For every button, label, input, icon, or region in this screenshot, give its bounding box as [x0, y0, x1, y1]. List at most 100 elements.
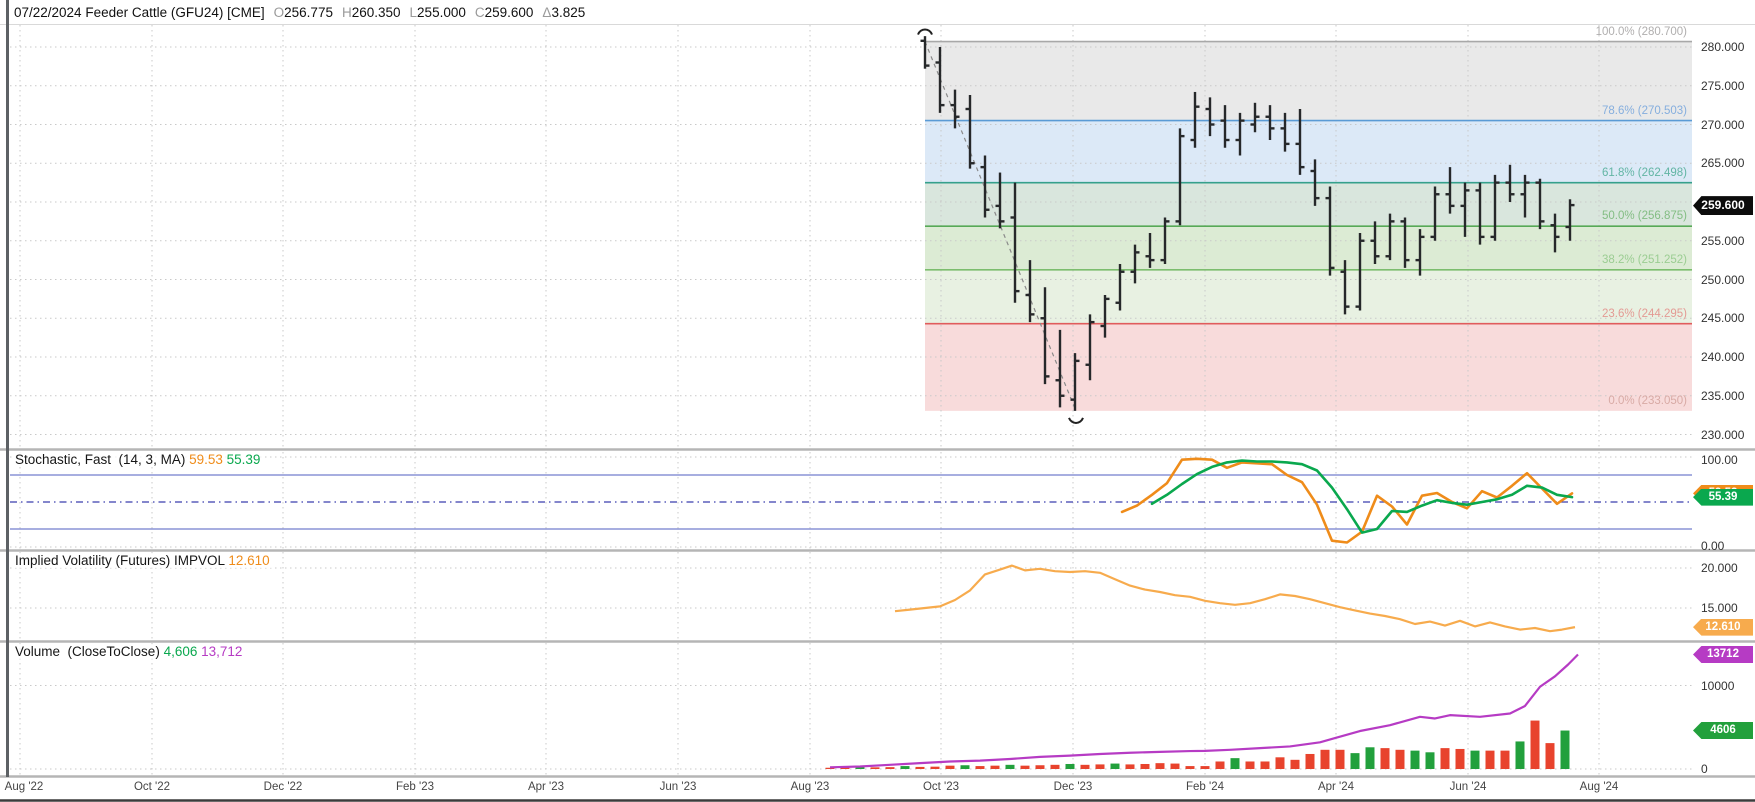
volume-bar: [1275, 757, 1285, 769]
volume-bar: [1410, 750, 1420, 769]
ohlc-bar: [1565, 199, 1575, 241]
close-label: C: [474, 5, 485, 20]
ohlc-bar: [1115, 264, 1125, 311]
fib-anchor-line: [924, 41, 1077, 412]
x-axis-label: Oct '22: [133, 781, 171, 793]
volume-title-text: Volume: [15, 644, 61, 659]
volume-bar: [990, 765, 1000, 769]
ohlc-bar: [1040, 287, 1050, 385]
ohlc-bar: [950, 89, 960, 129]
x-axis-label: Aug '23: [790, 781, 830, 793]
volume-bar: [1185, 766, 1195, 769]
volume-bar: [1440, 748, 1450, 769]
ohlc-bar: [1325, 186, 1335, 276]
volume-bar: [915, 766, 925, 769]
fib-label: 50.0% (256.875): [1601, 210, 1687, 223]
volume-bar: [1080, 764, 1090, 769]
price-axis-label: 250.000: [1701, 272, 1745, 287]
fib-label: 23.6% (244.295): [1601, 307, 1687, 320]
ohlc-bar: [995, 172, 1005, 229]
volume-axis-label: 0: [1701, 762, 1708, 776]
volume-bar: [1335, 749, 1345, 769]
ohlc-bar: [1340, 260, 1350, 315]
ohlc-bar: [1070, 353, 1080, 411]
volume-bar: [1320, 749, 1330, 769]
ohlc-bar: [1460, 182, 1470, 237]
ohlc-bar: [1445, 167, 1455, 214]
ohlc-bar: [1205, 97, 1215, 137]
volume-bar: [1035, 765, 1045, 769]
volume-bar: [1290, 759, 1300, 769]
volume-bar-badge: 4606: [1693, 722, 1753, 740]
implied-volatility-line: [894, 564, 1576, 633]
low-label: L: [409, 5, 418, 20]
ohlc-bar: [1550, 213, 1560, 253]
ohlc-bar: [1415, 229, 1425, 276]
volume-bar: [1095, 764, 1105, 769]
fib-label: 61.8% (262.498): [1601, 166, 1687, 179]
volume-bar: [900, 766, 910, 769]
volume-bar: [1155, 763, 1165, 769]
high-value: 260.350: [351, 5, 401, 20]
fib-label: 0.0% (233.050): [1608, 394, 1687, 407]
ohlc-bar: [1400, 217, 1410, 268]
volume-bar: [1560, 730, 1570, 769]
volume-bar: [960, 765, 970, 769]
volume-line-badge: 13712: [1693, 646, 1753, 663]
price-axis-label: 230.000: [1701, 427, 1745, 442]
stochastic-ma-value: 55.39: [226, 452, 261, 467]
volume-bar: [1245, 761, 1255, 769]
quote-header: 07/22/2024 Feeder Cattle (GFU24) [CME] O2…: [14, 5, 585, 20]
volume-bar: [1485, 750, 1495, 769]
x-axis-label: Dec '23: [1053, 781, 1093, 793]
x-axis-label: Jun '24: [1449, 781, 1487, 793]
x-axis-label: Feb '23: [396, 781, 434, 793]
x-axis-label: Feb '24: [1186, 781, 1224, 793]
volume-bar: [1140, 763, 1150, 769]
volume-bar: [855, 766, 865, 769]
price-axis-label: 240.000: [1701, 350, 1745, 364]
volume-bar: [870, 767, 880, 769]
volume-bar: [840, 767, 850, 769]
volume-line-value: 13,712: [201, 644, 243, 659]
change-value: 3.825: [551, 5, 586, 20]
volume-bar: [1200, 766, 1210, 769]
ohlc-bar: [1175, 128, 1185, 226]
stochastic-params: (14, 3, MA): [111, 452, 190, 467]
ohlc-bar: [1190, 91, 1200, 148]
volume-bar: [1545, 743, 1555, 769]
volume-bar: [1395, 749, 1405, 769]
price-axis-label: 255.000: [1701, 233, 1745, 248]
volume-bar: [1455, 748, 1465, 769]
stochastic-axis-label: 0.00: [1701, 539, 1725, 553]
ohlc-bar: [1370, 221, 1380, 264]
stochastic-line-k: [1120, 457, 1574, 544]
ohlc-bar: [1220, 105, 1230, 148]
iv-axis-label: 15.000: [1701, 601, 1738, 615]
volume-bar: [1125, 764, 1135, 769]
ohlc-bar: [1085, 314, 1095, 381]
price-axis-label: 280.000: [1701, 40, 1745, 54]
ohlc-bar: [1430, 186, 1440, 241]
ohlc-bar: [1010, 182, 1020, 303]
open-label: O: [273, 5, 285, 20]
close-value: 259.600: [484, 5, 534, 20]
ohlc-bar: [1145, 233, 1155, 268]
ohlc-bar: [1160, 217, 1170, 264]
ohlc-bar: [1295, 109, 1305, 175]
fib-band: [925, 323, 1692, 411]
volume-bar: [1305, 753, 1315, 769]
fib-anchor-grip-top: [917, 28, 933, 36]
volume-bar: [1470, 750, 1480, 769]
volume-bar: [825, 767, 835, 769]
quote-date: 07/22/2024: [14, 5, 82, 20]
ohlc-bar: [1250, 102, 1260, 133]
fib-band: [925, 226, 1692, 270]
volume-bar: [1170, 763, 1180, 769]
volume-cumulative-line: [829, 653, 1579, 769]
ohlc-bar: [920, 36, 930, 69]
price-axis-label: 245.000: [1701, 311, 1745, 326]
stochastic-k-value: 59.53: [189, 452, 223, 467]
price-axis-label: 270.000: [1701, 117, 1745, 132]
